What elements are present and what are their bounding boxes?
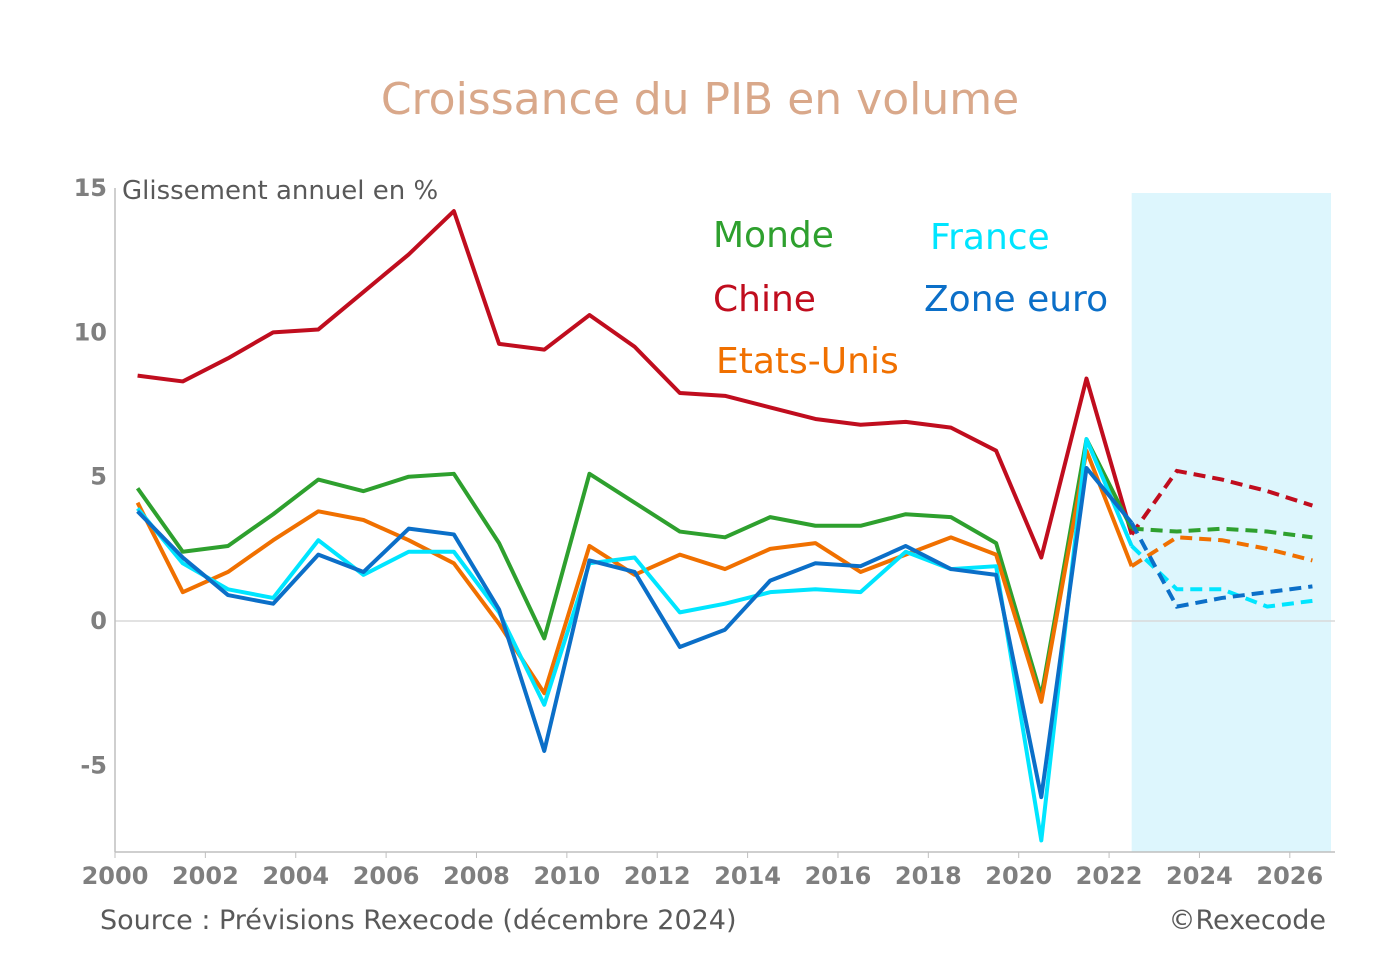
series-line-zone-euro [136,466,1134,800]
series-line-etats-unis [135,448,1134,704]
x-tick-label: 2018 [895,862,962,890]
x-tick-label: 2008 [443,862,510,890]
legend-etats-unis: Etats-Unis [716,341,899,382]
series-forecast-line-monde [1131,526,1313,540]
y-axis-label: Glissement annuel en % [122,176,439,206]
x-tick-label: 2026 [1256,862,1323,890]
y-tick-label: 10 [74,318,107,346]
x-tick-label: 2002 [172,862,239,890]
copyright: ©Rexecode [1168,905,1326,936]
series-line-monde [135,437,1134,699]
x-tick-label: 2020 [985,862,1052,890]
x-tick-label: 2006 [353,862,420,890]
series-line-france [136,437,1134,843]
x-tick-label: 2016 [805,862,872,890]
chart-title: Croissance du PIB en volume [380,74,1020,125]
y-tick-label: 15 [74,174,107,202]
x-tick-label: 2012 [624,862,691,890]
series-forecast-line-chine [1130,468,1314,536]
x-tick-label: 2022 [1076,862,1143,890]
series-forecast-line-zone-euro [1129,521,1313,609]
x-tick-label: 2024 [1166,862,1233,890]
source-note: Source : Prévisions Rexecode (décembre 2… [100,905,737,936]
y-tick-label: -5 [80,751,107,779]
series-line-chine [137,209,1134,560]
y-tick-label: 0 [90,607,107,635]
legend-chine: Chine [713,279,816,320]
x-tick-label: 2010 [533,862,600,890]
x-tick-label: 2004 [262,862,329,890]
series-forecast-line-etats-unis [1130,535,1313,568]
legend-france: France [930,217,1050,258]
x-tick-label: 2000 [82,862,149,890]
forecast-shaded-area [1131,193,1331,852]
x-tick-label: 2014 [714,862,781,890]
legend-zone-euro: Zone euro [924,279,1109,320]
y-tick-label: 5 [90,463,107,491]
legend-monde: Monde [713,215,834,256]
